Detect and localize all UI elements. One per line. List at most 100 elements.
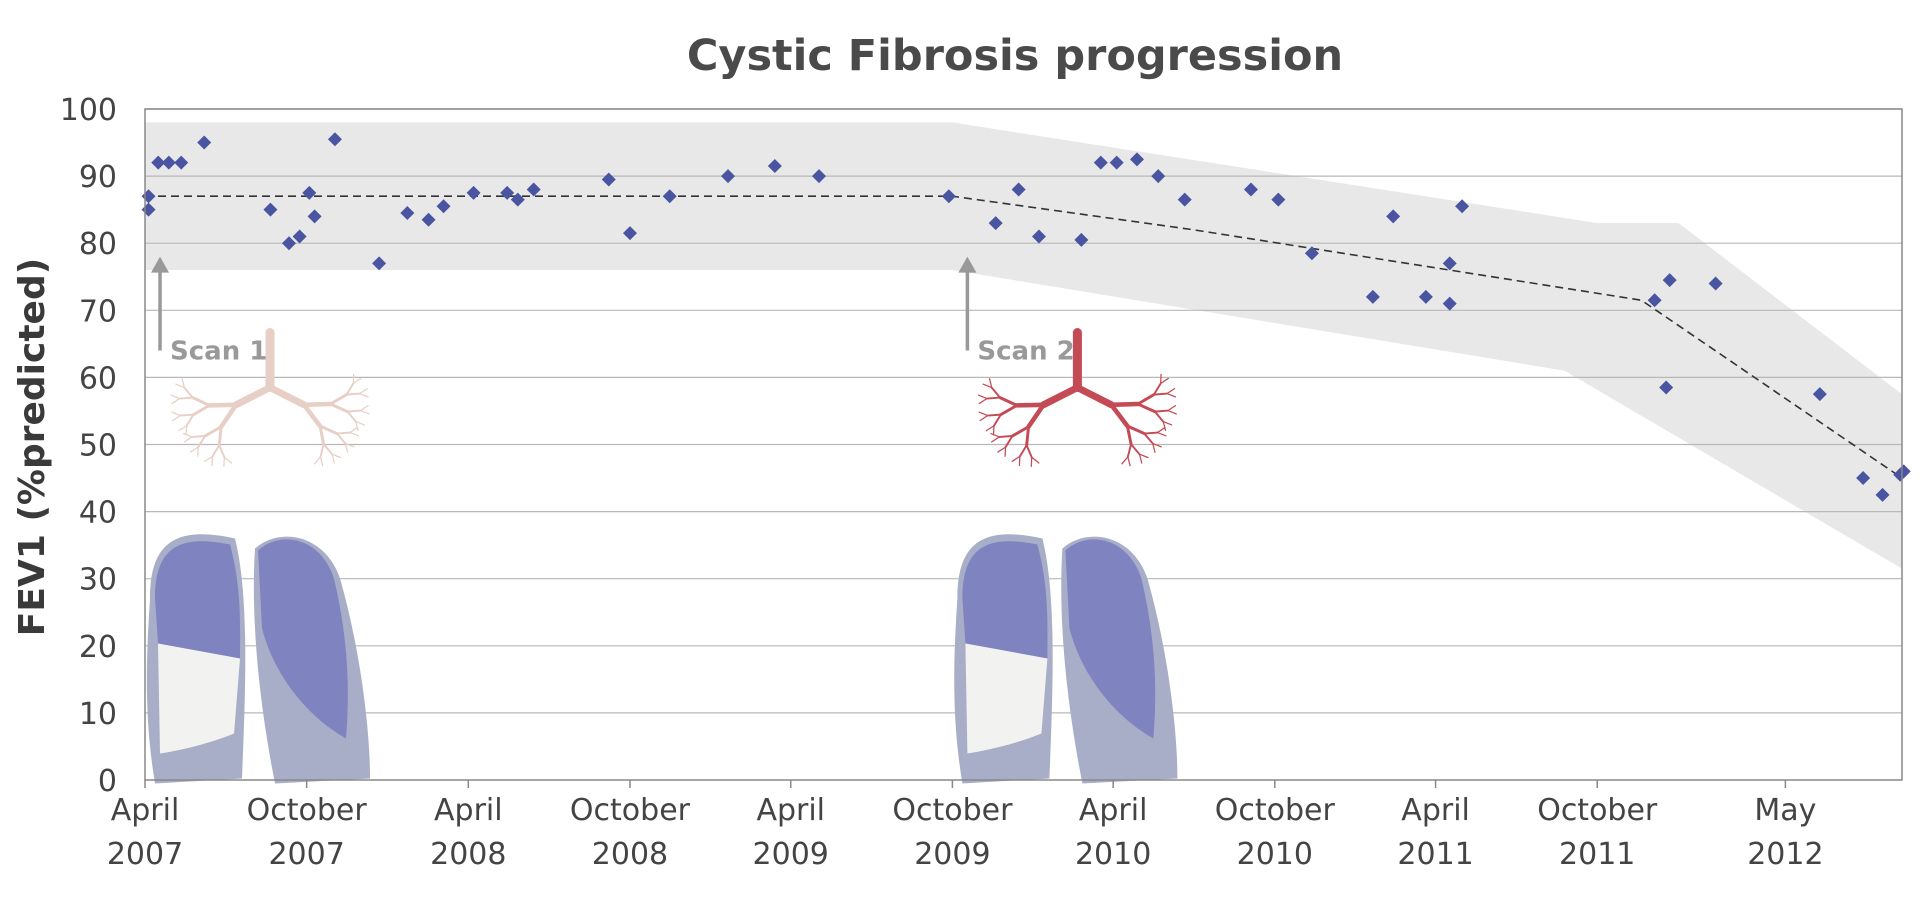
data-point — [721, 169, 736, 184]
airway-branch — [319, 443, 325, 458]
airway-branch — [345, 392, 361, 396]
airway-branch — [217, 425, 223, 447]
airway-branch — [191, 435, 206, 438]
axes: 0 10 20 30 40 50 60 70 80 90 100 April 2007 October 20… — [60, 93, 1903, 872]
airway-branch — [1162, 420, 1167, 432]
airway-branch — [232, 384, 274, 409]
data-point — [601, 172, 616, 187]
airway-tree-icon — [170, 328, 370, 468]
airway-branch — [1166, 387, 1176, 395]
airway-branch — [358, 387, 368, 395]
x-tick-label-year: 2008 — [430, 837, 506, 872]
airway-branch — [1014, 402, 1046, 408]
airway-branch — [1167, 409, 1177, 415]
airway-branch — [223, 456, 233, 464]
airway-branch — [266, 384, 308, 409]
data-point — [263, 202, 278, 217]
data-point — [174, 155, 189, 170]
data-point — [500, 185, 515, 200]
airway-branch — [358, 392, 369, 398]
data-point — [1896, 464, 1911, 479]
x-tick-label-month: May — [1754, 793, 1816, 828]
data-point — [1812, 387, 1827, 402]
airway-branch — [1153, 410, 1165, 423]
data-point — [622, 226, 637, 241]
confidence-band-layer — [145, 122, 1902, 569]
airway-tree-icon — [977, 328, 1177, 468]
lung-right-upper — [258, 539, 348, 739]
airway-branch — [1152, 442, 1162, 448]
data-point — [1011, 182, 1026, 197]
data-point — [1418, 289, 1433, 304]
data-point — [510, 192, 525, 207]
airway-branch — [1040, 384, 1081, 409]
airway-branch — [1152, 442, 1156, 454]
airway-branch — [978, 397, 988, 405]
data-point — [1109, 155, 1124, 170]
airway-branch — [1125, 424, 1146, 436]
airway-branch — [1167, 404, 1177, 412]
airway-branch — [1108, 402, 1130, 429]
airway-branch — [986, 413, 1002, 417]
y-axis-title: FEV1 (%predicted) — [12, 258, 53, 636]
airway-branch — [175, 383, 185, 389]
airway-branch — [979, 414, 989, 422]
airway-branch — [1108, 401, 1141, 408]
airway-branch — [1162, 420, 1173, 426]
airway-branch — [1025, 444, 1033, 459]
x-tick-label-year: 2007 — [268, 837, 344, 872]
scan-arrow-head — [151, 256, 170, 273]
airway-branch — [328, 402, 349, 414]
airway-branch — [993, 413, 1002, 427]
airway-branch — [1136, 402, 1157, 414]
airway-branch — [178, 396, 194, 400]
airway-branch — [1156, 431, 1167, 437]
x-tick-label-month: October — [892, 793, 1013, 828]
lung-left-lower — [965, 643, 1048, 754]
x-tick-label-year: 2008 — [592, 837, 668, 872]
data-point — [1647, 293, 1662, 308]
data-point — [812, 169, 827, 184]
lung-model-icon — [146, 534, 371, 784]
airway-branch — [998, 435, 1014, 438]
data-point — [1662, 273, 1677, 288]
data-point — [1455, 199, 1470, 214]
airway-branch — [1031, 456, 1040, 464]
x-tick-label-year: 2010 — [1237, 837, 1313, 872]
data-point — [307, 209, 322, 224]
y-tick-label: 70 — [79, 294, 117, 329]
data-point — [1177, 192, 1192, 207]
data-point — [767, 159, 782, 174]
airway-branch — [336, 432, 347, 445]
data-point — [1031, 229, 1046, 244]
airway-branch — [171, 397, 181, 405]
data-point — [1875, 487, 1890, 502]
airway-branch — [997, 446, 1007, 453]
x-tick-label-year: 2009 — [753, 837, 829, 872]
airway-branch — [986, 396, 1001, 400]
airway-branch — [355, 420, 359, 432]
airway-branch — [319, 456, 324, 467]
x-tick-label-year: 2009 — [914, 837, 990, 872]
airway-branch — [344, 442, 355, 448]
scan-annotation-2: Scan 2 — [954, 256, 1178, 784]
data-point — [1151, 169, 1166, 184]
scan-annotation-1: Scan 1 — [146, 256, 371, 784]
airway-branch — [331, 453, 342, 459]
airway-branch — [1010, 425, 1031, 438]
airway-branch — [183, 436, 193, 443]
airway-branch — [207, 402, 239, 408]
airway-branch — [352, 377, 362, 385]
data-point — [1130, 152, 1145, 167]
data-point — [372, 256, 387, 271]
airway-branch — [1153, 409, 1169, 413]
airway-branch — [359, 409, 370, 415]
airway-branch — [998, 396, 1019, 407]
x-tick-label-year: 2007 — [107, 837, 183, 872]
data-point — [1708, 276, 1723, 291]
airway-branch — [1130, 443, 1141, 456]
data-point — [327, 132, 342, 147]
airway-branch — [191, 403, 212, 417]
trend-line — [145, 195, 1903, 479]
confidence-band — [145, 122, 1902, 569]
